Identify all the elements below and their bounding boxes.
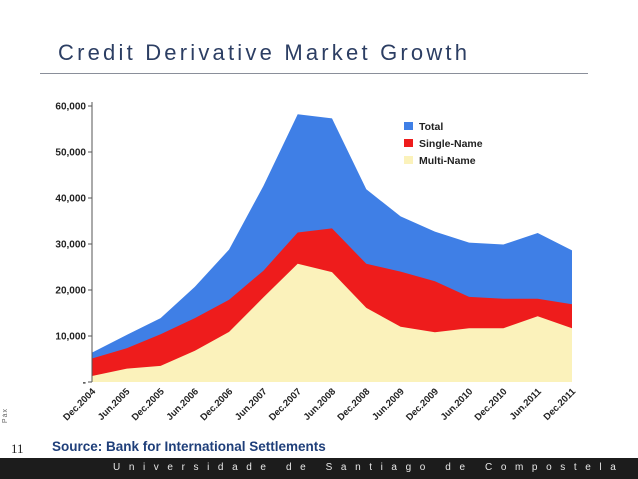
x-tick-label: Jun.2009 xyxy=(370,386,407,423)
legend-swatch-multi-name xyxy=(404,156,413,164)
y-tick-label: 30,000 xyxy=(55,240,86,251)
legend-label-total: Total xyxy=(419,121,443,133)
footer-university-name: Universidade de Santiago de Compostela xyxy=(113,462,625,473)
legend-swatch-single-name xyxy=(404,139,413,147)
legend-label-single-name: Single-Name xyxy=(419,138,483,150)
page-number: 11 xyxy=(11,441,24,456)
x-tick-label: Jun.2010 xyxy=(439,386,476,423)
legend-label-multi-name: Multi-Name xyxy=(419,155,476,167)
x-tick-label: Dec.2010 xyxy=(473,386,510,423)
x-tick-label: Dec.2011 xyxy=(542,386,579,423)
legend-swatch-total xyxy=(404,122,413,130)
x-tick-label: Dec.2006 xyxy=(198,386,235,423)
x-tick-label: Dec.2007 xyxy=(267,386,304,423)
y-tick-label: 40,000 xyxy=(55,194,86,205)
footer-bar xyxy=(0,458,638,479)
y-tick-label: 20,000 xyxy=(55,286,86,297)
y-tick-label: 10,000 xyxy=(55,332,86,343)
x-tick-label: Dec.2004 xyxy=(61,386,98,423)
x-tick-label: Dec.2009 xyxy=(404,386,441,423)
page-label: Páx xyxy=(2,408,9,424)
x-tick-label: Jun.2011 xyxy=(508,386,545,423)
credit-derivative-area-chart: - 10,000 20,000 30,000 40,000 50,000 60,000 Dec… xyxy=(55,102,579,424)
y-tick-label: 50,000 xyxy=(55,148,86,159)
x-tick-label: Jun.2005 xyxy=(96,386,133,423)
x-tick-label: Dec.2008 xyxy=(335,386,372,423)
title-divider xyxy=(40,73,588,74)
x-tick-label: Jun.2007 xyxy=(233,386,270,423)
y-tick-label: 60,000 xyxy=(55,102,86,113)
x-tick-label: Dec.2005 xyxy=(130,386,167,423)
y-tick-label: - xyxy=(83,378,86,389)
x-tick-label: Jun.2006 xyxy=(164,386,201,423)
area-multi-name xyxy=(92,263,572,382)
slide-title: Credit Derivative Market Growth xyxy=(58,40,471,65)
x-tick-label: Jun.2008 xyxy=(302,386,339,423)
chart-source-note: Source: Bank for International Settlemen… xyxy=(52,439,326,454)
